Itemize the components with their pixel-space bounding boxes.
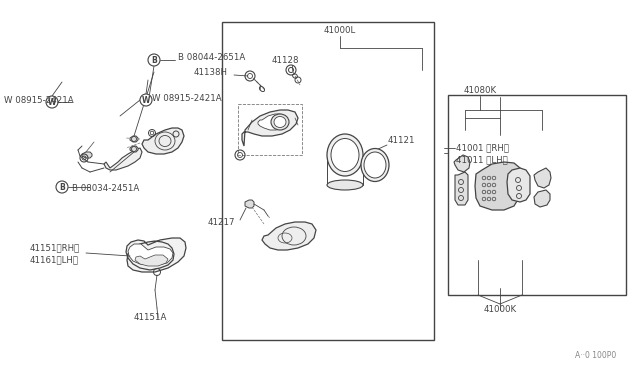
- Text: 41001 〈RH〉: 41001 〈RH〉: [456, 144, 509, 153]
- Polygon shape: [507, 168, 530, 202]
- Circle shape: [148, 54, 160, 66]
- Text: 41128: 41128: [272, 55, 300, 64]
- Text: 41000K: 41000K: [483, 305, 516, 314]
- Polygon shape: [130, 136, 138, 142]
- Polygon shape: [104, 148, 142, 170]
- Text: 41161〈LH〉: 41161〈LH〉: [30, 256, 79, 264]
- Polygon shape: [245, 200, 254, 208]
- Text: B 08044-2651A: B 08044-2651A: [178, 52, 245, 61]
- Polygon shape: [262, 222, 316, 250]
- Text: W 08915-2421A: W 08915-2421A: [152, 93, 221, 103]
- Text: 41121: 41121: [388, 135, 415, 144]
- Polygon shape: [455, 172, 468, 205]
- Text: B: B: [59, 183, 65, 192]
- Ellipse shape: [327, 180, 363, 190]
- Ellipse shape: [361, 148, 389, 182]
- Text: 41138H: 41138H: [194, 67, 228, 77]
- Polygon shape: [82, 152, 92, 158]
- Text: W: W: [142, 96, 150, 105]
- Bar: [222, 22, 434, 340]
- Text: 41151〈RH〉: 41151〈RH〉: [30, 244, 80, 253]
- Bar: [448, 95, 626, 295]
- Ellipse shape: [274, 116, 286, 128]
- Polygon shape: [126, 238, 186, 272]
- Polygon shape: [130, 146, 138, 152]
- Text: 41000L: 41000L: [324, 26, 356, 35]
- Text: W: W: [48, 97, 56, 106]
- Circle shape: [140, 94, 152, 106]
- Ellipse shape: [271, 114, 289, 130]
- Text: 41080K: 41080K: [463, 86, 497, 94]
- Text: W 08915-2421A: W 08915-2421A: [4, 96, 74, 105]
- Polygon shape: [128, 244, 173, 265]
- Ellipse shape: [331, 138, 359, 171]
- Polygon shape: [454, 155, 470, 172]
- Circle shape: [46, 96, 58, 108]
- Polygon shape: [135, 255, 168, 266]
- Polygon shape: [258, 114, 286, 130]
- Polygon shape: [534, 190, 550, 207]
- Polygon shape: [142, 128, 184, 154]
- Text: 41217: 41217: [207, 218, 235, 227]
- Text: B: B: [151, 55, 157, 64]
- Circle shape: [56, 181, 68, 193]
- Polygon shape: [242, 110, 298, 146]
- Ellipse shape: [327, 134, 363, 176]
- Text: 41151A: 41151A: [133, 314, 166, 323]
- Ellipse shape: [364, 152, 386, 178]
- Polygon shape: [534, 168, 551, 188]
- Text: A··0 100P0: A··0 100P0: [575, 352, 616, 360]
- Text: 41011 〈LH〉: 41011 〈LH〉: [456, 155, 508, 164]
- Text: B 08034-2451A: B 08034-2451A: [72, 183, 140, 192]
- Polygon shape: [475, 162, 522, 210]
